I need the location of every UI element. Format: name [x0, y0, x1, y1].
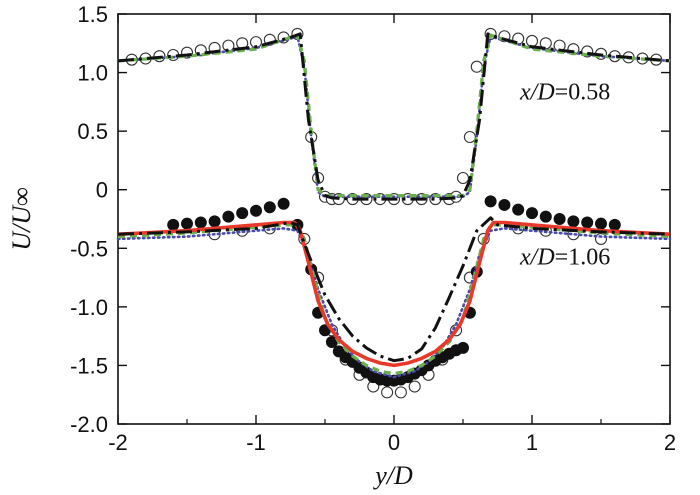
filled-circle-point — [236, 207, 249, 220]
annotation-var: x/D — [519, 80, 555, 106]
filled-circle-point — [181, 217, 193, 230]
tick-layer: -2 -1 0 1 2 -2.0 -1.5 -1.0 -0.5 0 0.5 1.0 1.5 — [70, 2, 676, 455]
open-circle-point — [539, 37, 552, 50]
filled-circle-point — [608, 218, 621, 231]
filled-circle-point — [263, 201, 276, 214]
open-circle-point — [381, 386, 394, 399]
open-circle-point — [594, 232, 608, 245]
open-circle-point — [525, 34, 539, 47]
y-tick-label: -0.5 — [70, 236, 108, 261]
open-circle-point — [222, 39, 235, 52]
y-tick-label: -1.5 — [70, 353, 108, 378]
annotation-layer: x/D=0.58x/D=1.06 — [519, 80, 610, 271]
y-axis-label: U/U∞ — [7, 187, 36, 250]
y-tick-label: 1.0 — [77, 61, 108, 86]
series-dotted-line — [116, 227, 672, 379]
annotation-var: x/D — [519, 245, 555, 271]
filled-circle-point — [277, 197, 290, 210]
filled-circle-point — [222, 210, 235, 223]
annotation-label: x/D=0.58 — [519, 80, 610, 106]
x-tick-label: -1 — [246, 430, 266, 455]
filled-circle-point — [567, 215, 580, 228]
annotation-value: =1.06 — [555, 245, 611, 271]
filled-circle-point — [325, 336, 338, 348]
series-layer — [116, 27, 672, 399]
x-tick-label: -2 — [108, 430, 128, 455]
x-axis-label: y/D — [372, 461, 413, 490]
filled-circle-point — [250, 204, 262, 217]
x-tick-label: 0 — [388, 430, 400, 455]
open-circle-point — [408, 380, 421, 393]
annotation-value: =0.58 — [555, 80, 611, 106]
series-dashdot-line — [117, 216, 671, 363]
y-tick-label: 0.5 — [77, 119, 108, 144]
filled-circle-point — [539, 210, 552, 223]
y-tick-label: -2.0 — [70, 412, 108, 437]
annotation-label: x/D=1.06 — [519, 245, 610, 271]
filled-circle-point — [553, 213, 566, 225]
y-tick-label: -1.0 — [70, 295, 108, 320]
filled-circle-point — [194, 216, 207, 229]
y-tick-label: 1.5 — [77, 2, 108, 27]
filled-circle-point — [208, 215, 221, 228]
open-circle-point — [470, 60, 483, 73]
filled-circle-point — [498, 198, 511, 211]
filled-circle-point — [581, 216, 594, 229]
series-dotted-line — [116, 35, 672, 198]
open-circle-point — [463, 130, 476, 144]
y-tick-label: 0 — [96, 178, 108, 203]
open-circle-point — [394, 386, 407, 399]
filled-circle-point — [526, 207, 538, 220]
x-tick-label: 1 — [526, 430, 538, 455]
filled-circle-point — [595, 217, 607, 230]
filled-circle-point — [457, 341, 469, 354]
series-dashdot-line — [117, 32, 671, 201]
filled-circle-point — [167, 218, 180, 231]
series-dashed-line — [117, 33, 671, 198]
open-circle-point — [456, 171, 470, 185]
x-tick-label: 2 — [664, 430, 676, 455]
filled-circle-point — [512, 203, 525, 216]
filled-circle-point — [484, 195, 497, 208]
